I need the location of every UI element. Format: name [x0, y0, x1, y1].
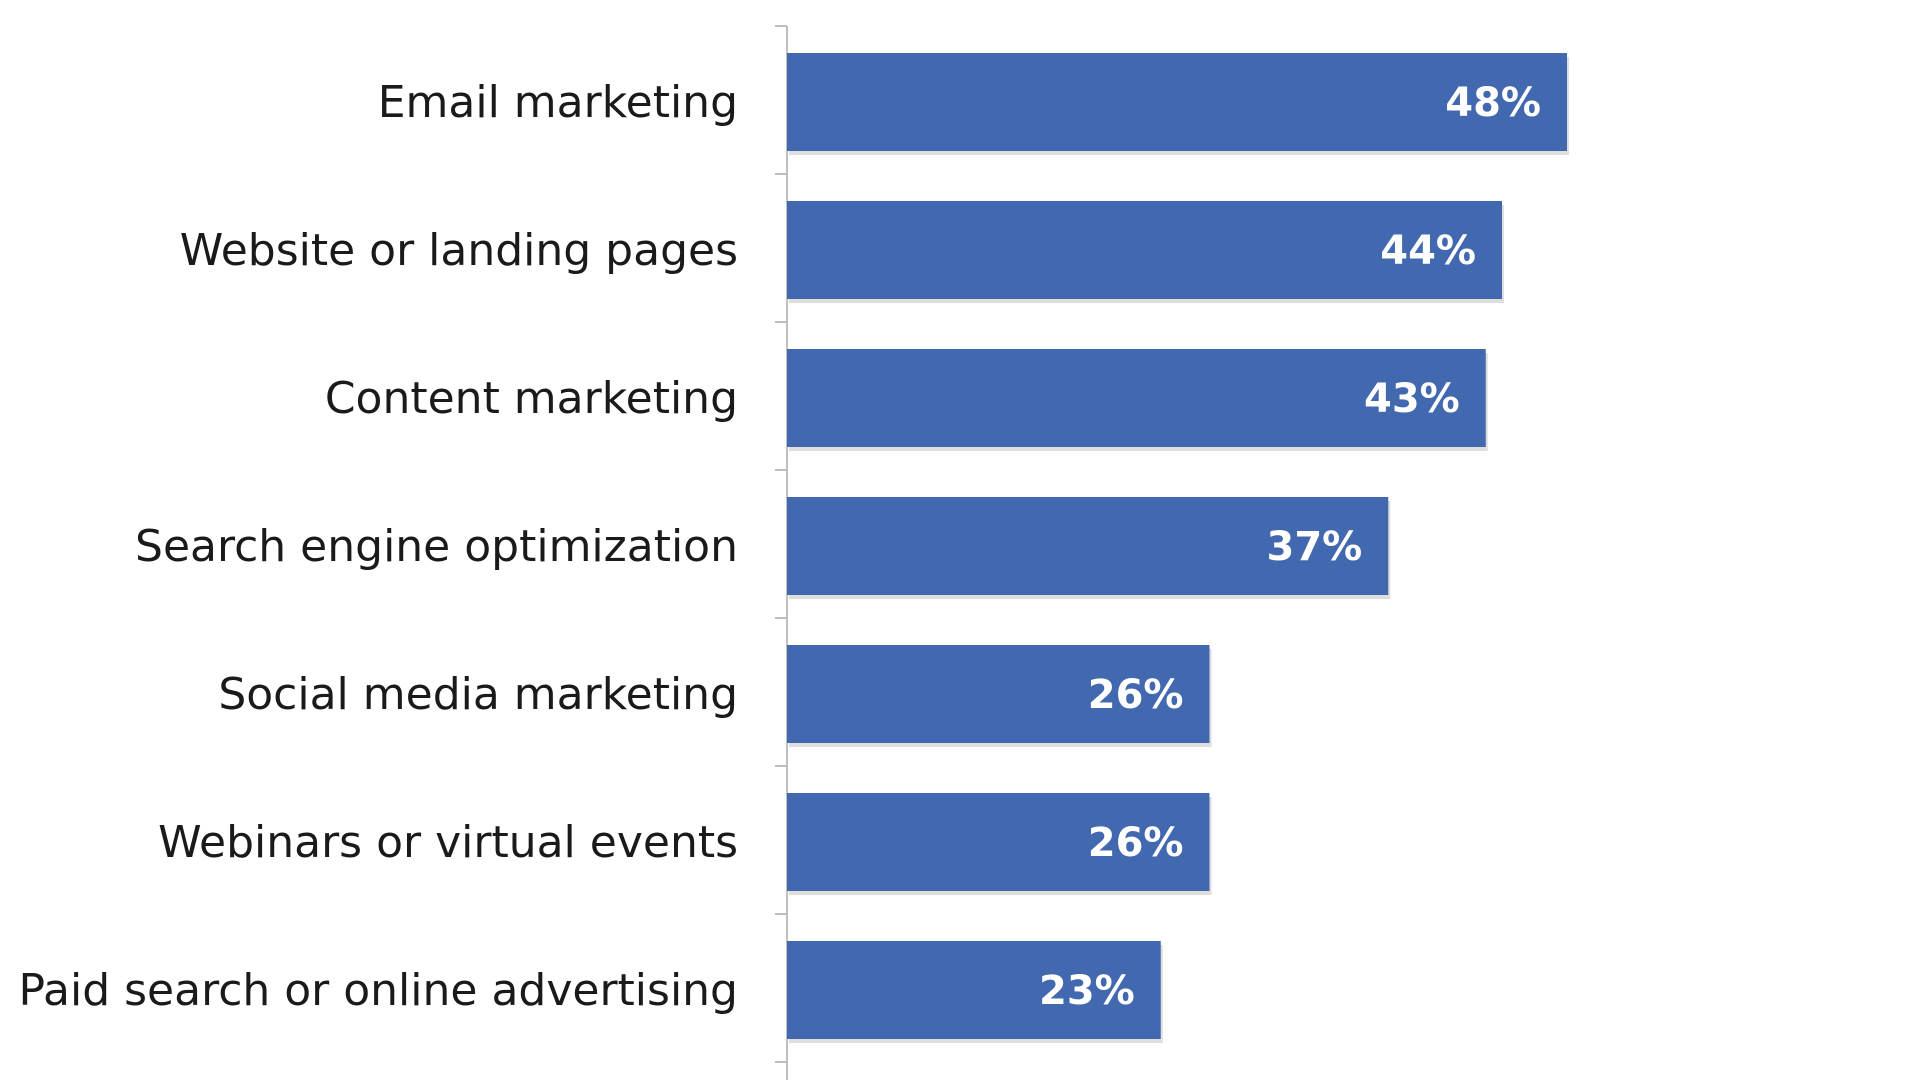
category-label: Content marketing: [325, 373, 738, 424]
category-label: Webinars or virtual events: [158, 817, 738, 868]
value-label: 26%: [1088, 820, 1184, 866]
value-label: 37%: [1267, 524, 1363, 570]
bar-6: [787, 793, 1210, 891]
value-label: 26%: [1088, 672, 1184, 718]
bar-2: [787, 201, 1502, 299]
value-label: 43%: [1364, 376, 1460, 422]
category-label: Social media marketing: [218, 669, 738, 720]
category-labels: Email marketing Website or landing pages C…: [18, 77, 738, 1016]
value-label: 48%: [1445, 80, 1541, 126]
category-label: Email marketing: [378, 77, 738, 128]
bar-5: [787, 645, 1210, 743]
bar-7: [787, 941, 1161, 1039]
bar-3: [787, 349, 1486, 447]
category-label: Website or landing pages: [180, 225, 738, 276]
value-label: 44%: [1380, 228, 1476, 274]
category-label: Paid search or online advertising: [18, 965, 738, 1016]
bar-1: [787, 53, 1567, 151]
bar-4: [787, 497, 1389, 595]
value-label: 23%: [1039, 968, 1135, 1014]
y-axis: [775, 25, 788, 1080]
value-labels: 48% 44% 43% 37% 26% 26% 23%: [1039, 80, 1541, 1014]
category-label: Search engine optimization: [135, 521, 738, 572]
bars: [787, 53, 1569, 1043]
